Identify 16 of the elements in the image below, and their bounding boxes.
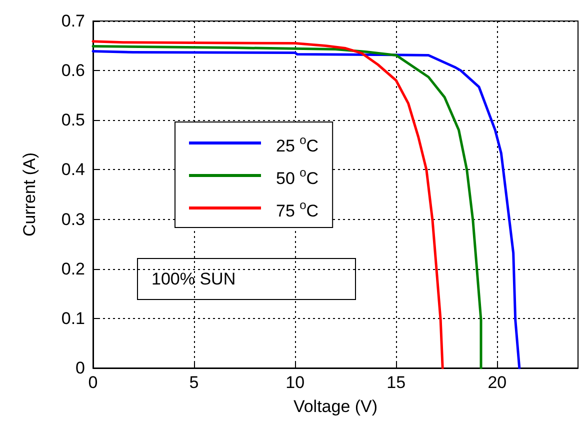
x-tick-label: 20: [488, 373, 507, 392]
y-tick-label: 0.2: [61, 259, 85, 278]
y-tick-label: 0.6: [61, 61, 85, 80]
x-axis-title: Voltage (V): [293, 397, 378, 416]
x-tick-label: 10: [286, 373, 305, 392]
annotation: 100% SUN: [152, 270, 236, 288]
x-tick-label: 0: [88, 373, 98, 392]
y-tick-label: 0.3: [61, 210, 85, 229]
y-tick-label: 0.1: [61, 308, 85, 328]
x-tick-label: 5: [189, 373, 199, 392]
y-tick-label: 0.7: [61, 12, 85, 30]
y-tick-label: 0: [76, 358, 85, 378]
y-tick-label: 0.4: [61, 160, 85, 180]
x-tick-label: 15: [386, 373, 406, 392]
y-axis-title: Current (A): [20, 152, 39, 237]
y-tick-label: 0.5: [61, 110, 85, 130]
